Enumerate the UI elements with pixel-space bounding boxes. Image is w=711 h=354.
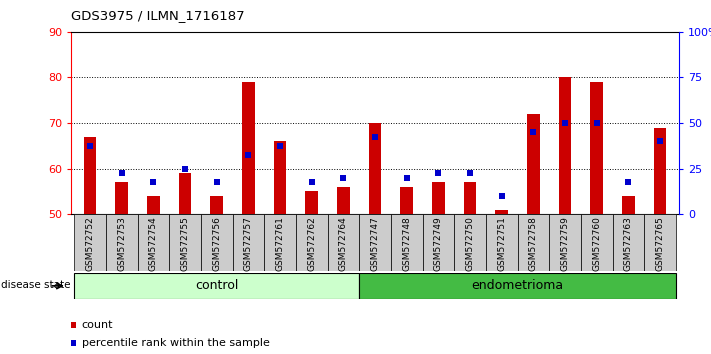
Bar <box>454 214 486 271</box>
Text: GSM572758: GSM572758 <box>529 216 538 271</box>
Bar <box>138 214 169 271</box>
Text: GSM572762: GSM572762 <box>307 216 316 271</box>
Bar <box>306 192 318 214</box>
Text: GSM572752: GSM572752 <box>85 216 95 271</box>
Text: endometrioma: endometrioma <box>471 279 564 292</box>
Text: GSM572757: GSM572757 <box>244 216 253 271</box>
Bar <box>391 214 422 271</box>
Text: GSM572764: GSM572764 <box>339 216 348 271</box>
Bar <box>622 196 635 214</box>
Bar <box>264 214 296 271</box>
Bar <box>527 114 540 214</box>
Text: GSM572763: GSM572763 <box>624 216 633 271</box>
Bar <box>422 214 454 271</box>
Bar <box>274 141 287 214</box>
Bar <box>359 273 676 299</box>
Text: GSM572748: GSM572748 <box>402 216 411 271</box>
Text: GSM572753: GSM572753 <box>117 216 127 271</box>
Text: GSM572749: GSM572749 <box>434 216 443 271</box>
Bar <box>178 173 191 214</box>
Bar <box>74 273 359 299</box>
Text: GSM572761: GSM572761 <box>276 216 284 271</box>
Bar <box>337 187 350 214</box>
Bar <box>232 214 264 271</box>
Bar <box>84 137 97 214</box>
Bar <box>147 196 160 214</box>
Text: percentile rank within the sample: percentile rank within the sample <box>82 338 269 348</box>
Bar <box>400 187 413 214</box>
Text: GSM572750: GSM572750 <box>466 216 474 271</box>
Text: GSM572759: GSM572759 <box>560 216 570 271</box>
Bar <box>296 214 328 271</box>
Bar <box>432 182 444 214</box>
Bar <box>201 214 232 271</box>
Bar <box>590 82 603 214</box>
Bar <box>581 214 612 271</box>
Text: GSM572751: GSM572751 <box>497 216 506 271</box>
Bar <box>486 214 518 271</box>
Text: GSM572760: GSM572760 <box>592 216 602 271</box>
Text: GSM572765: GSM572765 <box>656 216 665 271</box>
Text: disease state: disease state <box>1 280 70 290</box>
Bar <box>106 214 138 271</box>
Text: GSM572755: GSM572755 <box>181 216 190 271</box>
Bar <box>242 82 255 214</box>
Bar <box>210 196 223 214</box>
Bar <box>359 214 391 271</box>
Bar <box>328 214 359 271</box>
Bar <box>496 210 508 214</box>
Text: GSM572756: GSM572756 <box>213 216 221 271</box>
Bar <box>169 214 201 271</box>
Bar <box>518 214 549 271</box>
Bar <box>559 78 572 214</box>
Bar <box>612 214 644 271</box>
Bar <box>369 123 381 214</box>
Bar <box>644 214 676 271</box>
Text: count: count <box>82 320 113 330</box>
Bar <box>74 214 106 271</box>
Text: control: control <box>195 279 238 292</box>
Text: GSM572754: GSM572754 <box>149 216 158 271</box>
Bar <box>549 214 581 271</box>
Text: GSM572747: GSM572747 <box>370 216 380 271</box>
Text: GDS3975 / ILMN_1716187: GDS3975 / ILMN_1716187 <box>71 9 245 22</box>
Bar <box>653 127 666 214</box>
Bar <box>115 182 128 214</box>
Bar <box>464 182 476 214</box>
